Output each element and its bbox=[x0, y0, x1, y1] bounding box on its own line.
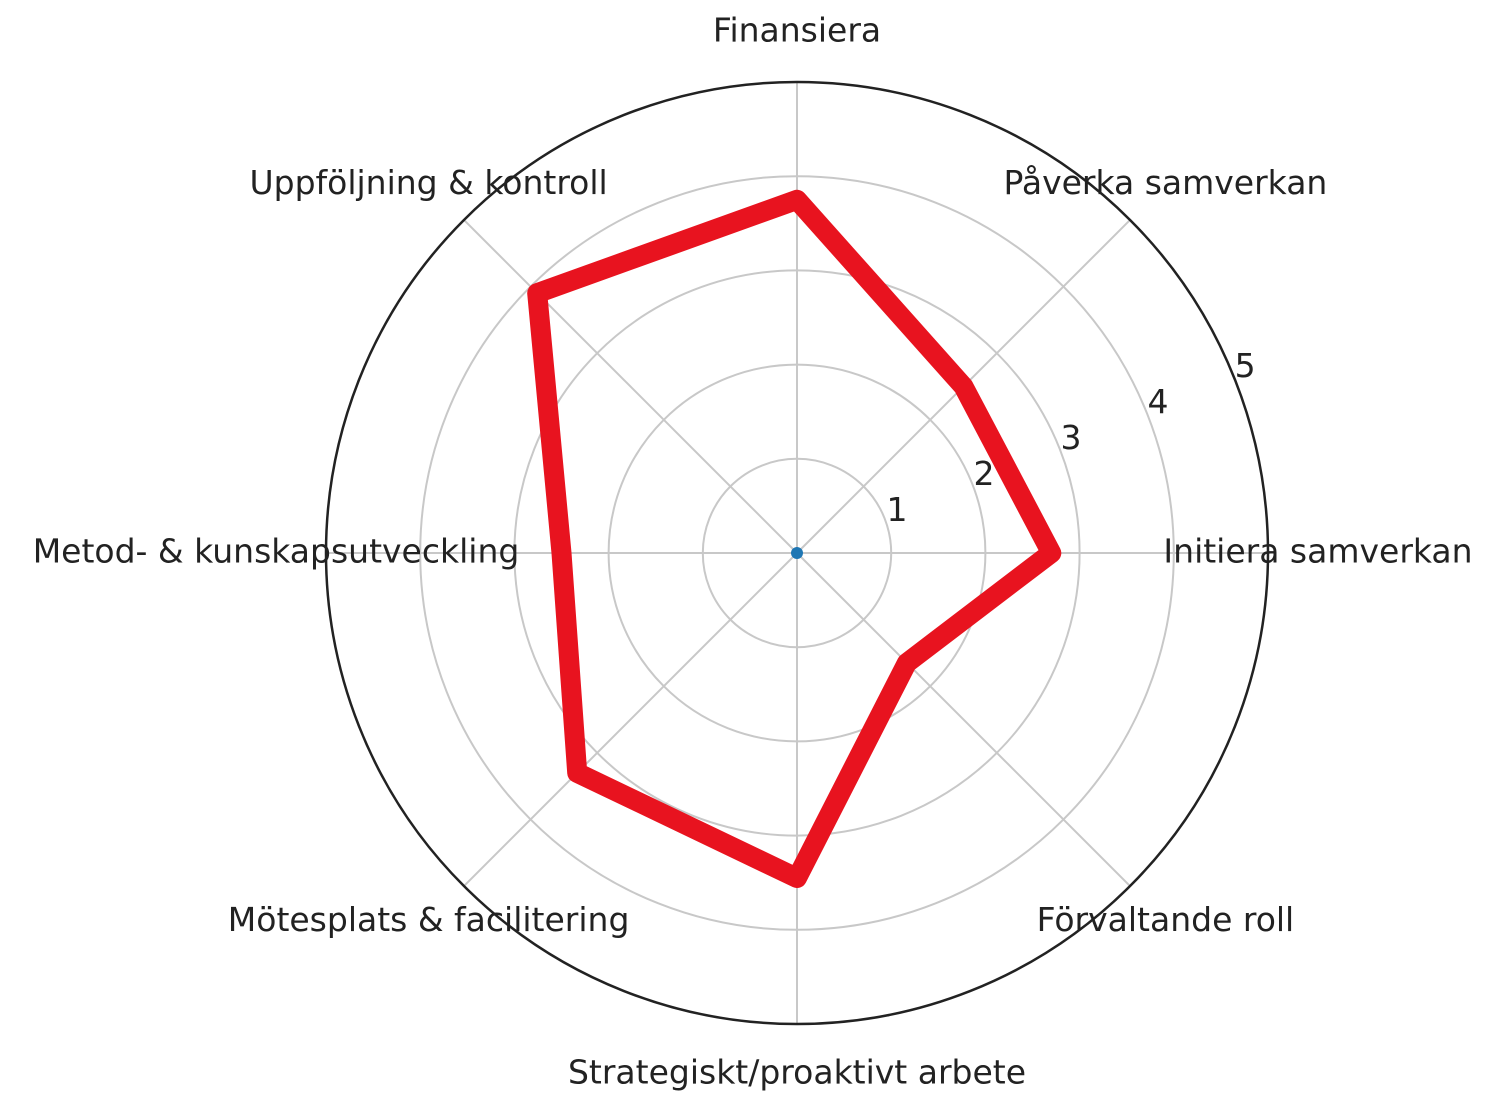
category-label: Förvaltande roll bbox=[1037, 900, 1295, 939]
center-dot bbox=[791, 547, 803, 559]
category-label: Påverka samverkan bbox=[1003, 163, 1327, 202]
r-tick-label: 5 bbox=[1235, 346, 1256, 385]
category-label: Mötesplats & facilitering bbox=[228, 900, 630, 939]
r-tick-label: 4 bbox=[1148, 382, 1169, 421]
category-label: Strategiskt/proaktivt arbete bbox=[568, 1053, 1026, 1092]
spoke bbox=[463, 219, 798, 554]
category-label: Initiera samverkan bbox=[1163, 532, 1472, 571]
spoke bbox=[796, 552, 1131, 887]
r-tick-label: 3 bbox=[1061, 418, 1082, 457]
r-tick-label: 2 bbox=[973, 454, 994, 493]
category-label: Metod- & kunskapsutveckling bbox=[33, 532, 520, 571]
r-tick-label: 1 bbox=[886, 490, 907, 529]
category-label: Finansiera bbox=[713, 11, 881, 50]
spoke bbox=[463, 552, 798, 887]
outer-circle bbox=[324, 80, 1270, 1026]
category-label: Uppföljning & kontroll bbox=[249, 163, 607, 202]
radar-line bbox=[527, 189, 1062, 888]
